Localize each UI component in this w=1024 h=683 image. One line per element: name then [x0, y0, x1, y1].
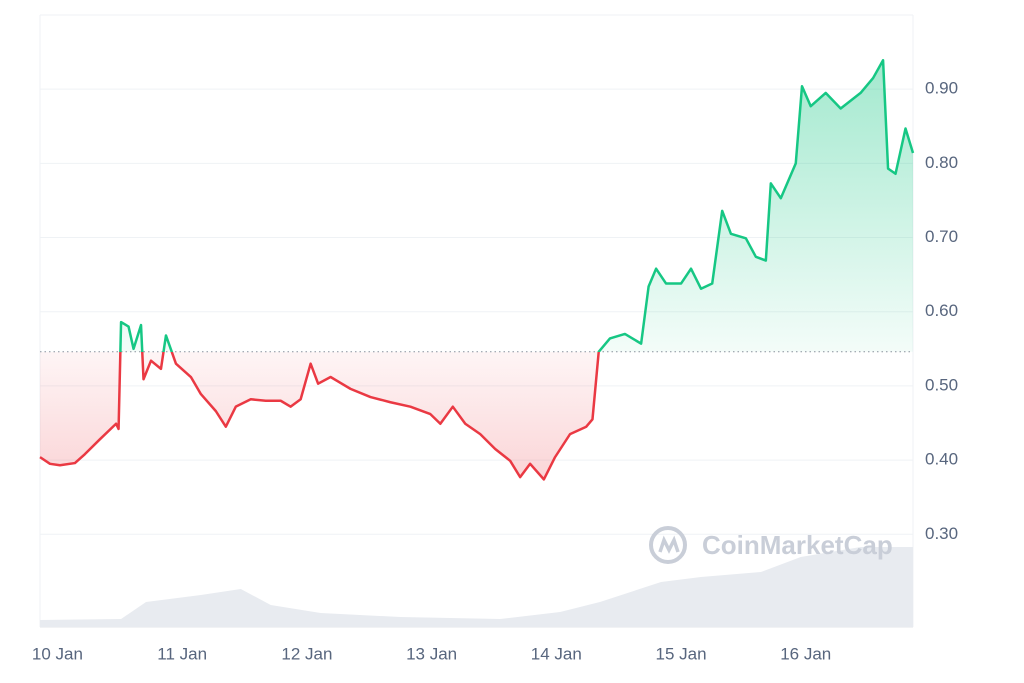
x-tick-label: 16 Jan: [780, 644, 831, 663]
y-tick-label: 0.40: [925, 450, 958, 469]
y-tick-label: 0.50: [925, 375, 958, 394]
watermark-text: CoinMarketCap: [702, 530, 893, 560]
x-tick-label: 14 Jan: [531, 644, 582, 663]
y-tick-label: 0.80: [925, 153, 958, 172]
x-tick-label: 11 Jan: [157, 644, 207, 663]
volume-area: [40, 547, 913, 627]
y-tick-label: 0.90: [925, 79, 958, 98]
x-tick-label: 10 Jan: [32, 644, 83, 663]
watermark: CoinMarketCap: [649, 526, 893, 564]
x-tick-label: 13 Jan: [406, 644, 457, 663]
price-line: [39, 59, 915, 481]
y-tick-label: 0.60: [925, 301, 958, 320]
x-tick-label: 15 Jan: [656, 644, 707, 663]
price-area: [40, 60, 913, 480]
y-tick-label: 0.30: [925, 524, 958, 543]
watermark-logo-mark: [658, 535, 680, 554]
watermark-logo: [649, 526, 687, 564]
y-tick-label: 0.70: [925, 227, 958, 246]
x-tick-label: 12 Jan: [281, 644, 332, 663]
